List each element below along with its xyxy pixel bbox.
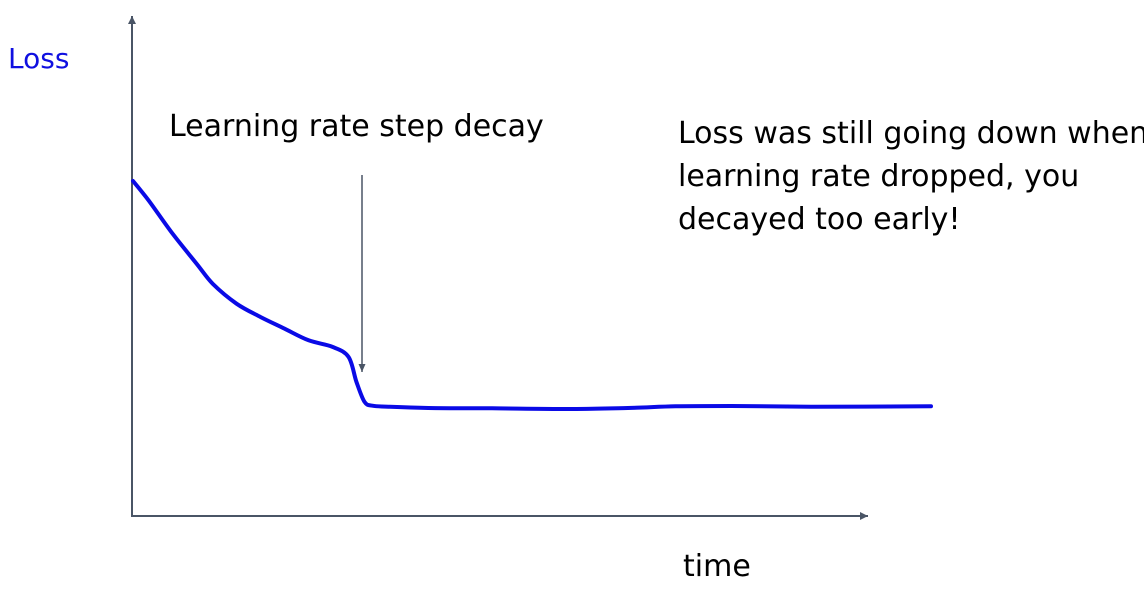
step-decay-annotation: Learning rate step decay [169,109,544,144]
note-line-2: learning rate dropped, you [678,159,1080,194]
loss-series-line [131,179,933,412]
note-line-1: Loss was still going down when [678,116,1144,151]
early-decay-note: Loss was still going down when learning … [678,112,1144,241]
note-line-3: decayed too early! [678,202,961,237]
y-axis-label: Loss [8,42,70,75]
x-axis-label: time [683,549,751,584]
